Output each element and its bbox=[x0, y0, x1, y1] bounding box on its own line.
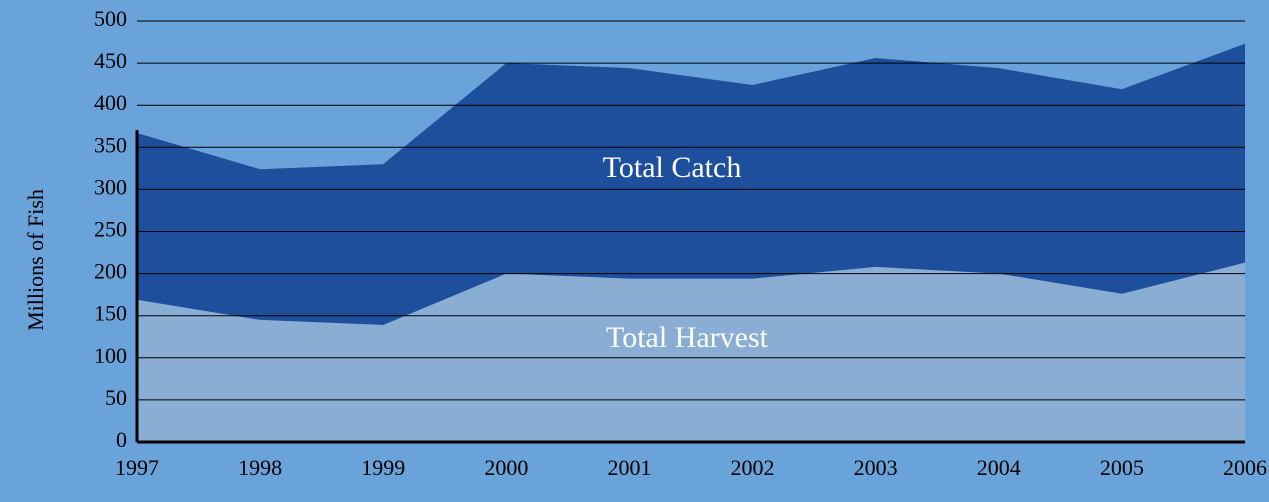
y-tick-label: 400 bbox=[94, 90, 127, 115]
x-tick-label: 2006 bbox=[1223, 455, 1267, 480]
y-tick-label: 50 bbox=[105, 385, 127, 410]
x-tick-label: 2000 bbox=[484, 455, 528, 480]
y-tick-label: 250 bbox=[94, 217, 127, 242]
x-tick-label: 2003 bbox=[854, 455, 898, 480]
y-axis-label: Millions of Fish bbox=[23, 189, 48, 331]
x-tick-label: 2004 bbox=[977, 455, 1021, 480]
y-tick-label: 450 bbox=[94, 48, 127, 73]
y-tick-label: 150 bbox=[94, 301, 127, 326]
series-label: Total Catch bbox=[603, 151, 742, 184]
x-tick-label: 2005 bbox=[1100, 455, 1144, 480]
x-tick-label: 1997 bbox=[115, 455, 159, 480]
x-tick-label: 1998 bbox=[238, 455, 282, 480]
x-tick-label: 2001 bbox=[607, 455, 651, 480]
x-tick-label: 2002 bbox=[731, 455, 775, 480]
y-tick-label: 0 bbox=[116, 427, 127, 452]
series-label: Total Harvest bbox=[606, 321, 769, 354]
y-tick-label: 350 bbox=[94, 132, 127, 157]
chart: Millions of Fish 0 50 100 150 200 250 300 350 40… bbox=[0, 0, 1269, 502]
y-tick-label: 500 bbox=[94, 6, 127, 31]
x-tick-label: 1999 bbox=[361, 455, 405, 480]
y-tick-label: 300 bbox=[94, 174, 127, 199]
y-tick-label: 200 bbox=[94, 259, 127, 284]
y-tick-label: 100 bbox=[94, 343, 127, 368]
